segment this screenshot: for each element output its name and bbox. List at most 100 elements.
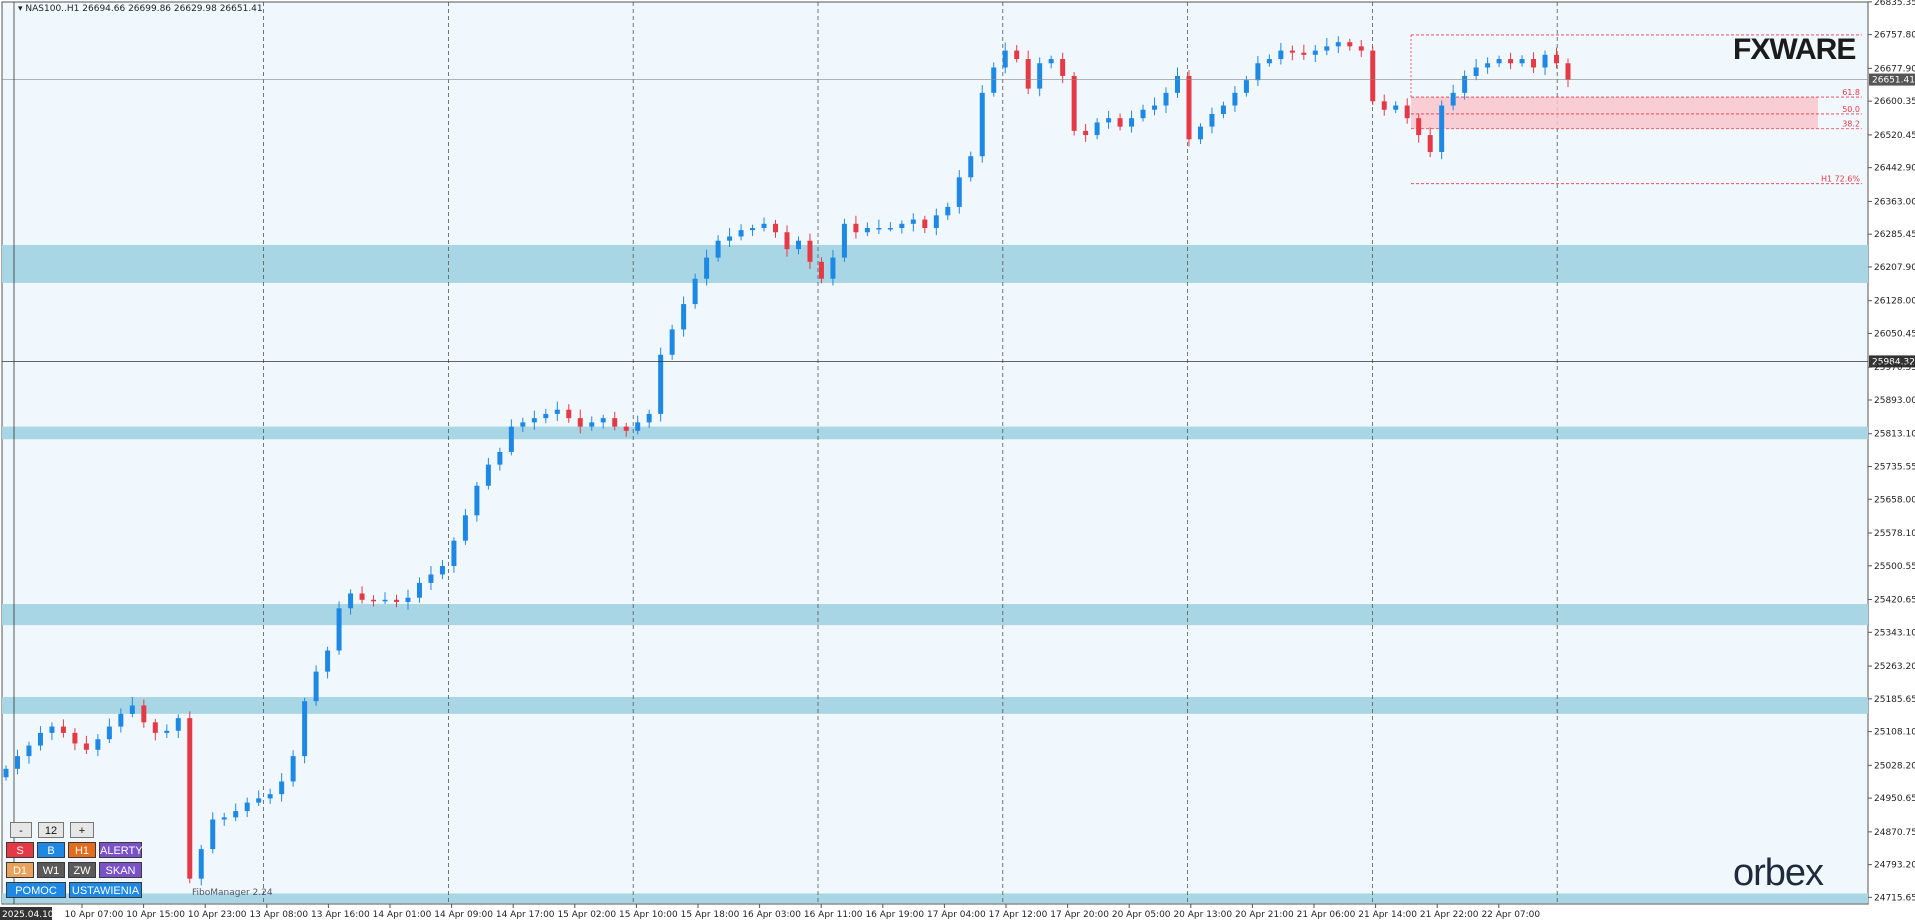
- y-tick-label: 25893.00: [1874, 396, 1915, 406]
- candle-body: [589, 422, 595, 427]
- crosshair-price-tag: [1869, 355, 1915, 368]
- fib-label: H1 72.6%: [1821, 175, 1860, 184]
- candle-body: [738, 230, 744, 237]
- candle-body: [543, 413, 549, 419]
- x-tick-label: 10 Apr 15:00: [126, 910, 185, 920]
- candle-body: [1542, 54, 1548, 68]
- sell-button[interactable]: S: [6, 842, 34, 858]
- x-tick-label: 22 Apr 07:00: [1481, 910, 1540, 920]
- candle-body: [1048, 59, 1054, 64]
- candle-body: [325, 650, 331, 672]
- x-tick-label: 15 Apr 10:00: [619, 910, 678, 920]
- candle-body: [1083, 130, 1089, 136]
- sr-zone: [2, 426, 1868, 440]
- x-tick-label: 13 Apr 08:00: [249, 910, 308, 920]
- candle-body: [175, 718, 181, 731]
- x-tick-label: 17 Apr 12:00: [989, 910, 1048, 920]
- candle-body: [1404, 105, 1410, 119]
- candle-body: [612, 418, 618, 427]
- candle-body: [715, 240, 721, 258]
- crosshair-price-label: 25984.32: [1872, 357, 1915, 367]
- candle-body: [462, 515, 468, 541]
- candle-body: [106, 726, 112, 740]
- candle-body: [991, 67, 997, 93]
- candle-body: [1163, 92, 1169, 106]
- candle-body: [623, 426, 629, 431]
- candle-body: [1531, 59, 1537, 68]
- x-tick-label: 20 Apr 05:00: [1112, 910, 1171, 920]
- candle-body: [508, 426, 514, 452]
- candle-body: [1232, 92, 1238, 106]
- candle-body: [37, 732, 43, 746]
- candle-body: [1473, 67, 1479, 76]
- settings-button[interactable]: USTAWIENIA: [69, 882, 142, 898]
- candle-body: [394, 599, 399, 602]
- candle-body: [956, 177, 962, 207]
- help-button[interactable]: POMOC: [6, 882, 66, 898]
- candle-body: [1278, 50, 1284, 60]
- candle-body: [152, 722, 158, 733]
- candle-body: [1381, 101, 1387, 110]
- candle-body: [1485, 63, 1491, 68]
- current-price-tag: [1869, 73, 1915, 86]
- candle-body: [1335, 42, 1341, 47]
- dropdown-triangle-icon[interactable]: ▾: [18, 4, 23, 14]
- candle-body: [1014, 50, 1020, 60]
- x-tick-label: 17 Apr 20:00: [1050, 910, 1109, 920]
- y-tick-label: 26207.90: [1874, 263, 1915, 273]
- y-tick-label: 24793.20: [1874, 861, 1915, 871]
- candle-body: [554, 409, 560, 414]
- candle-body: [1347, 42, 1353, 47]
- candle-body: [428, 574, 434, 583]
- candle-body: [899, 223, 905, 229]
- candle-body: [1197, 126, 1203, 140]
- candle-body: [164, 730, 170, 733]
- candle-body: [416, 582, 422, 598]
- candle-body: [945, 206, 951, 216]
- candle-body: [382, 599, 388, 602]
- alerts-button[interactable]: ALERTY: [99, 842, 143, 858]
- x-tick-label: 20 Apr 21:00: [1235, 910, 1294, 920]
- increase-button[interactable]: +: [70, 822, 94, 838]
- timeframe-h1-button[interactable]: H1: [68, 842, 96, 858]
- candle-body: [1255, 63, 1261, 81]
- zw-button[interactable]: ZW: [68, 862, 96, 878]
- candle-body: [704, 257, 710, 279]
- orbex-logo: orbex: [1733, 852, 1824, 894]
- crosshair-time-tag: [0, 907, 52, 920]
- candle-body: [784, 232, 790, 250]
- candle-body: [853, 223, 859, 233]
- candle-body: [922, 219, 928, 229]
- candle-body: [1358, 46, 1364, 51]
- candle-body: [1129, 118, 1135, 127]
- x-tick-label: 10 Apr 07:00: [65, 910, 124, 920]
- candle-body: [635, 422, 641, 431]
- candle-body: [1565, 63, 1571, 80]
- y-tick-label: 26050.45: [1874, 329, 1915, 339]
- candle-body: [60, 726, 66, 733]
- x-tick-label: 14 Apr 09:00: [434, 910, 493, 920]
- decrease-button[interactable]: -: [10, 822, 32, 838]
- candle-body: [1186, 75, 1192, 140]
- candle-body: [279, 781, 285, 795]
- candle-body: [1243, 80, 1249, 93]
- y-tick-label: 25263.20: [1874, 662, 1915, 672]
- fib-label: 50.0: [1842, 105, 1860, 114]
- candle-body: [451, 540, 457, 567]
- candle-body: [129, 705, 135, 714]
- candle-body: [968, 156, 974, 178]
- scan-button[interactable]: SKAN: [99, 862, 142, 878]
- timeframe-w1-button[interactable]: W1: [37, 862, 65, 878]
- value-field[interactable]: 12: [38, 822, 64, 838]
- candle-body: [818, 261, 824, 279]
- buy-button[interactable]: B: [37, 842, 65, 858]
- y-tick-label: 26600.35: [1874, 97, 1915, 107]
- candle-body: [439, 566, 445, 575]
- fib-zone: [1411, 97, 1818, 129]
- candle-body: [1312, 50, 1318, 55]
- crosshair-time-label: 2025.04.10 1:00: [2, 910, 77, 920]
- y-tick-label: 26677.90: [1874, 64, 1915, 74]
- timeframe-d1-button[interactable]: D1: [6, 862, 34, 878]
- candle-body: [474, 485, 480, 516]
